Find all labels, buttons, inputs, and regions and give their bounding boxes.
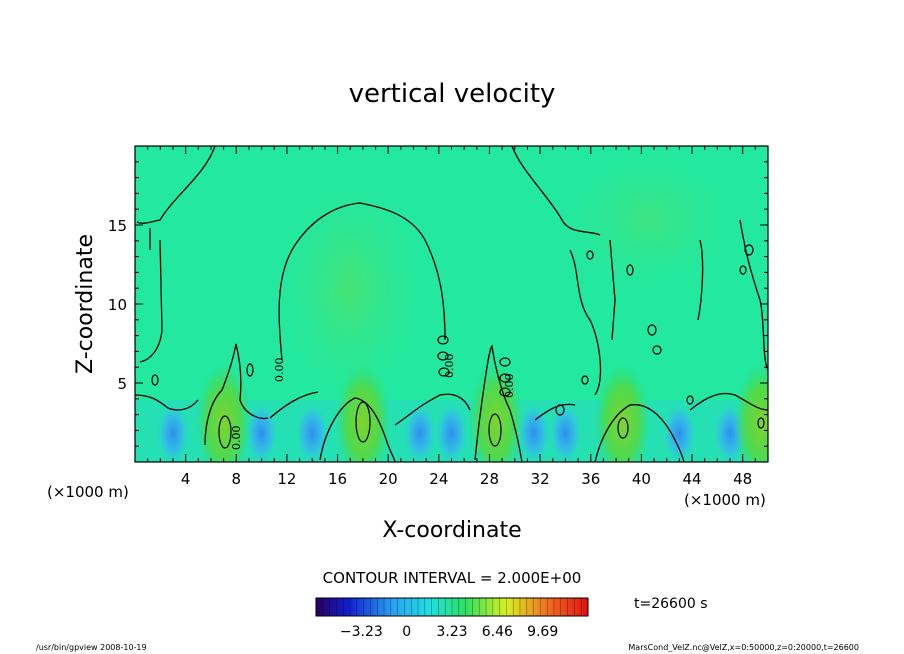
- contour-speck: [586, 250, 594, 260]
- contour-speck: [686, 395, 694, 405]
- x-tick-label: 36: [581, 470, 600, 488]
- updraft-shading: [334, 362, 391, 462]
- contour-label: 0.00: [273, 358, 286, 383]
- x-tick-label: 32: [531, 470, 550, 488]
- x-tick-label: 4: [181, 470, 191, 488]
- upper-field-shading: [260, 150, 440, 430]
- contour-plume-3: [474, 344, 523, 462]
- contour-speck: [437, 335, 449, 345]
- colorbar-tick-label: −3.23: [340, 624, 383, 640]
- contour-right-top: [511, 146, 601, 236]
- updraft-core-contour: [488, 413, 502, 447]
- x-unit-left: (×1000 m): [47, 483, 129, 501]
- downdraft-shading: [245, 403, 278, 462]
- y-tick-label: 10: [108, 296, 127, 314]
- x-tick-label: 12: [277, 470, 296, 488]
- contour-label: 0.00: [503, 374, 516, 399]
- colorbar-ticks: −3.23 0 3.23 6.46 9.69: [340, 624, 558, 640]
- contour-left-column: [139, 228, 163, 363]
- footer-left: /usr/bin/gpview 2008-10-19: [36, 643, 147, 652]
- contour-speck: [438, 367, 450, 377]
- contour-specks: [151, 244, 765, 449]
- contour-speck: [581, 375, 589, 385]
- downdraft-shading: [296, 403, 329, 462]
- updraft-core-contour: [355, 401, 371, 443]
- x-tick-label: 40: [632, 470, 651, 488]
- contour-plume-4: [594, 404, 685, 462]
- colorbar-tick-label: 6.46: [482, 624, 513, 640]
- contour-speck: [246, 363, 254, 377]
- updraft-shading: [467, 362, 524, 462]
- contour-speck: [652, 345, 662, 355]
- contour-speck: [151, 374, 159, 386]
- contour-base-right: [534, 392, 768, 421]
- contour-plume-1: [204, 343, 269, 446]
- x-tick-label: 16: [328, 470, 347, 488]
- zero-contours: [135, 146, 768, 462]
- updraft-core-contour: [218, 415, 232, 449]
- contour-speck: [744, 244, 754, 256]
- contour-speck: [739, 265, 747, 275]
- x-tick-label: 48: [733, 470, 752, 488]
- time-label: t=26600 s: [634, 596, 708, 612]
- downdraft-shading: [435, 403, 468, 462]
- downdraft-shading: [403, 403, 436, 462]
- x-axis: 4 8 12 16 20 24 28 32 36 40 44 48: [147, 146, 756, 488]
- contour-interval-label: CONTOUR INTERVAL = 2.000E+00: [323, 569, 582, 587]
- updraft-core-contour: [617, 417, 629, 439]
- contour-speck: [499, 387, 511, 397]
- downdraft-shading: [663, 403, 696, 462]
- updraft-shading: [733, 362, 768, 462]
- colorbar-tick-label: 3.23: [436, 624, 467, 640]
- x-unit-right: (×1000 m): [684, 491, 766, 509]
- updraft-core-contour: [757, 417, 765, 429]
- x-tick-label: 44: [682, 470, 701, 488]
- contour-label: 0.00: [443, 354, 456, 379]
- x-tick-label: 24: [429, 470, 448, 488]
- contour-speck: [555, 404, 565, 416]
- downdraft-shading: [517, 403, 550, 462]
- contour-left-top: [136, 146, 216, 224]
- downdraft-shading: [549, 403, 582, 462]
- y-axis-label: Z-coordinate: [73, 234, 98, 374]
- contour-labels: 0.00 0.00 0.00 0.00: [230, 354, 516, 451]
- downdraft-shading: [156, 403, 189, 462]
- colorbar-tick-label: 9.69: [527, 624, 558, 640]
- contour-base-left: [135, 394, 199, 411]
- colorbar-tick-label: 0: [402, 624, 411, 640]
- x-axis-label: X-coordinate: [382, 518, 521, 543]
- plot-area: 0.00 0.00 0.00 0.00: [135, 146, 768, 462]
- footer-right: MarsCond_VelZ.nc@VelZ,x=0:50000,z=0:2000…: [628, 643, 859, 652]
- contour-speck: [499, 357, 511, 367]
- updraft-layer: [195, 362, 768, 462]
- x-tick-label: 8: [232, 470, 242, 488]
- contour-speck: [647, 324, 657, 336]
- chart-title: vertical velocity: [349, 79, 556, 109]
- contour-plume-2: [319, 397, 396, 462]
- contour-base-mid: [269, 391, 471, 426]
- upper-field-shading: [540, 146, 760, 310]
- colorbar-divisions: [322, 598, 582, 616]
- updraft-shading: [195, 362, 252, 462]
- updraft-shading: [594, 362, 651, 462]
- contour-speck: [499, 373, 511, 383]
- contour-right-cluster: [569, 219, 768, 396]
- contour-dome: [278, 202, 446, 361]
- contour-speck: [626, 264, 634, 276]
- x-tick-label: 28: [480, 470, 499, 488]
- x-tick-label: 20: [379, 470, 398, 488]
- contour-label: 0.00: [230, 426, 243, 451]
- y-tick-label: 15: [108, 217, 127, 235]
- y-axis: 5 10 15: [108, 161, 768, 447]
- y-tick-label: 5: [117, 375, 127, 393]
- contour-speck: [437, 351, 449, 361]
